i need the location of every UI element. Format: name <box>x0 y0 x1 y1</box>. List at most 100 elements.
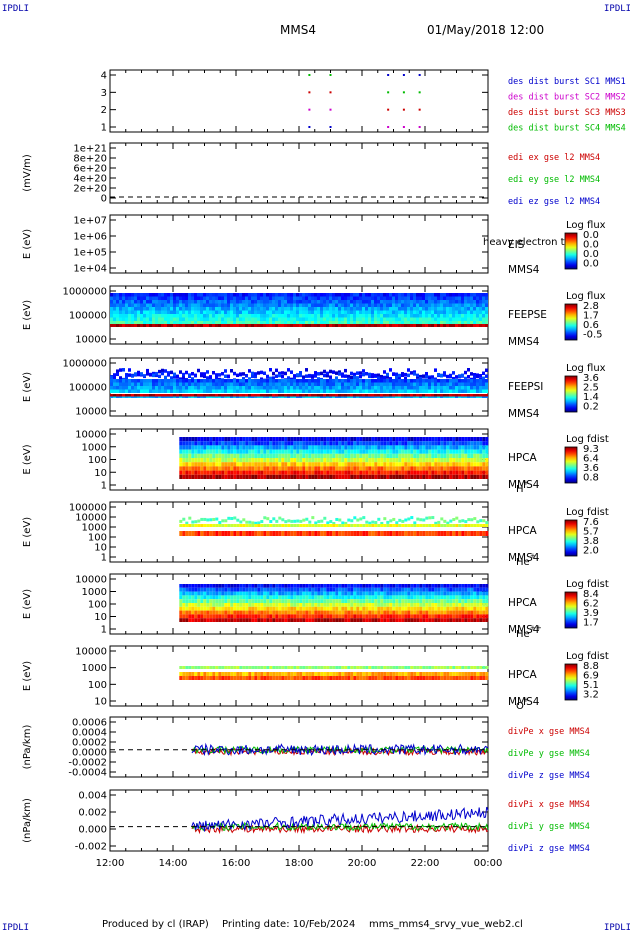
heatmap-cell-hpca_h <box>185 474 189 479</box>
heatmap-cell-feepse <box>317 314 320 318</box>
heatmap-cell-feepse <box>296 314 299 318</box>
heatmap-cell-hpca_h <box>275 453 279 458</box>
heatmap-cell-feepsi <box>308 382 311 386</box>
heatmap-cell-hpca_h <box>191 474 195 479</box>
heatmap-cell-hpca_he <box>374 531 378 536</box>
heatmap-cell-hpca_h <box>263 462 267 467</box>
heatmap-cell-hpca_hepp <box>221 614 225 619</box>
heatmap-cell-hpca_h <box>410 445 414 450</box>
heatmap-cell-feepsi <box>356 379 359 383</box>
heatmap-cell-hpca_h <box>221 437 225 442</box>
heatmap-cell-hpca_h <box>434 449 438 454</box>
heatmap-cell-feepse <box>326 310 329 314</box>
heatmap-cell-feepsi <box>365 394 368 397</box>
heatmap-cell-hpca_h <box>347 466 351 471</box>
heatmap-cell-hpca_he <box>332 524 336 527</box>
heatmap-cell-hpca_hepp <box>221 599 225 603</box>
heatmap-cell-feepsi <box>305 379 308 383</box>
heatmap-cell-feepse <box>347 324 350 327</box>
heatmap-cell-feepse <box>476 296 479 300</box>
heatmap-cell-hpca_h <box>479 453 483 458</box>
heatmap-cell-hpca_h <box>479 449 483 454</box>
heatmap-cell-feepse <box>455 314 458 318</box>
heatmap-cell-feepse <box>473 307 476 311</box>
heatmap-cell-feepse <box>251 293 254 297</box>
heatmap-cell-hpca_he <box>347 518 351 522</box>
heatmap-cell-feepsi <box>260 386 263 390</box>
heatmap-cell-feepsi <box>122 394 125 397</box>
heatmap-cell-hpca_h <box>269 474 273 479</box>
heatmap-cell-feepse <box>341 307 344 311</box>
heatmap-cell-hpca_h <box>443 466 447 471</box>
heatmap-cell-hpca_h <box>293 474 297 479</box>
heatmap-cell-hpca_he <box>407 517 411 521</box>
heatmap-cell-feepse <box>371 296 374 300</box>
heatmap-cell-hpca_h <box>449 453 453 458</box>
heatmap-cell-hpca_he <box>344 531 348 536</box>
heatmap-cell-feepse <box>188 324 191 327</box>
heatmap-cell-hpca_hepp <box>275 591 279 596</box>
heatmap-cell-hpca_he <box>305 531 309 536</box>
heatmap-cell-feepsi <box>407 382 410 386</box>
heatmap-cell-hpca_hepp <box>311 618 315 622</box>
heatmap-cell-hpca_hepp <box>209 591 213 596</box>
heatmap-cell-feepse <box>269 293 272 297</box>
heatmap-cell-feepse <box>203 307 206 311</box>
heatmap-cell-feepse <box>275 300 278 304</box>
heatmap-cell-hpca_h <box>389 441 393 446</box>
heatmap-cell-hpca_h <box>266 449 270 454</box>
heatmap-cell-hpca_he <box>383 531 387 536</box>
heatmap-cell-hpca_h <box>350 462 354 467</box>
heatmap-cell-hpca_h <box>314 458 318 463</box>
heatmap-cell-feepse <box>137 321 140 325</box>
heatmap-cell-feepse <box>377 303 380 307</box>
heatmap-cell-feepsi <box>332 394 335 397</box>
heatmap-cell-hpca_hepp <box>404 603 408 607</box>
heatmap-cell-hpca_h <box>434 437 438 442</box>
heatmap-cell-hpca_hepp <box>245 618 249 622</box>
heatmap-cell-feepsi <box>131 389 134 393</box>
heatmap-cell-hpca_he <box>368 531 372 536</box>
heatmap-cell-hpca_h <box>344 462 348 467</box>
heatmap-cell-hpca_h <box>344 449 348 454</box>
heatmap-cell-hpca_hepp <box>395 606 399 611</box>
heatmap-cell-feepse <box>353 310 356 314</box>
heatmap-cell-hpca_he <box>263 531 267 536</box>
heatmap-cell-feepse <box>485 314 488 318</box>
heatmap-cell-feepse <box>341 324 344 327</box>
heatmap-cell-hpca_he <box>188 516 192 520</box>
heatmap-cell-feepse <box>248 307 251 311</box>
heatmap-cell-hpca_hepp <box>383 603 387 607</box>
heatmap-cell-hpca_hepp <box>209 618 213 622</box>
heatmap-cell-feepse <box>461 321 464 325</box>
heatmap-cell-hpca_he <box>356 518 360 522</box>
heatmap-cell-hpca_h <box>182 458 186 463</box>
heatmap-cell-feepse <box>299 307 302 311</box>
heatmap-cell-feepsi <box>440 386 443 390</box>
heatmap-cell-hpca_h <box>398 441 402 446</box>
heatmap-cell-feepsi <box>140 379 143 383</box>
heatmap-cell-feepse <box>260 324 263 327</box>
heatmap-cell-feepsi <box>329 396 332 398</box>
heatmap-cell-feepse <box>134 307 137 311</box>
heatmap-cell-feepsi <box>287 386 290 390</box>
legend-entry-edi: edi ez gse l2 MMS4 <box>508 197 600 207</box>
heatmap-cell-feepsi <box>146 368 149 373</box>
heatmap-cell-feepse <box>263 314 266 318</box>
heatmap-cell-feepsi <box>239 372 242 376</box>
heatmap-cell-hpca_h <box>377 437 381 442</box>
heatmap-cell-feepse <box>215 303 218 307</box>
heatmap-cell-hpca_h <box>341 453 345 458</box>
heatmap-cell-feepsi <box>185 379 188 383</box>
heatmap-cell-hpca_h <box>194 470 198 475</box>
heatmap-cell-hpca_hepp <box>197 618 201 622</box>
heatmap-cell-hpca_hepp <box>320 614 324 619</box>
heatmap-cell-hpca_h <box>236 441 240 446</box>
heatmap-cell-hpca_he <box>236 524 240 527</box>
heatmap-cell-hpca_h <box>407 458 411 463</box>
heatmap-cell-feepse <box>437 296 440 300</box>
heatmap-cell-hpca_hepp <box>371 610 375 615</box>
heatmap-cell-feepse <box>395 293 398 297</box>
heatmap-cell-hpca_he <box>200 517 204 521</box>
heatmap-cell-hpca_h <box>320 449 324 454</box>
